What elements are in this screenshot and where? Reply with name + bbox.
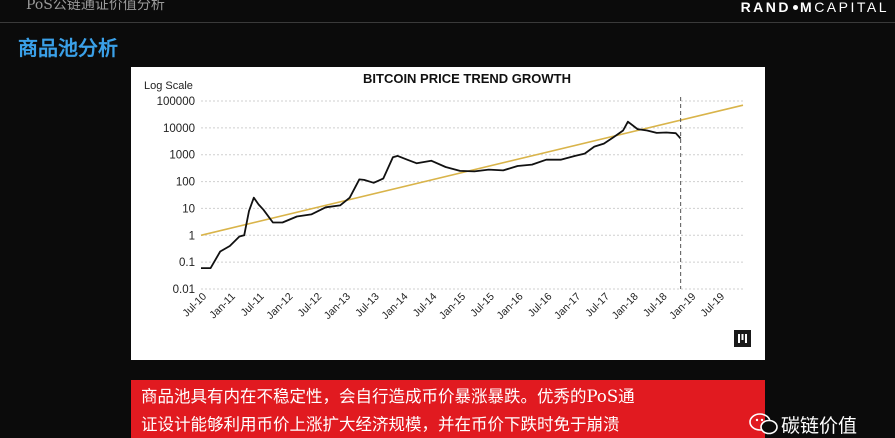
x-tick-label: Jul-14 bbox=[411, 291, 440, 320]
top-bar: PoS公链通证价值分析 RAND MCAPITAL bbox=[0, 0, 895, 22]
x-tick-label: Jul-11 bbox=[239, 291, 267, 319]
chart-logo-icon bbox=[734, 330, 751, 347]
x-tick-label: Jul-12 bbox=[296, 291, 325, 320]
chart-title: BITCOIN PRICE TREND GROWTH bbox=[363, 71, 571, 86]
x-tick-label: Jul-19 bbox=[698, 291, 727, 320]
watermark-text: 碳链价值 bbox=[781, 415, 858, 437]
x-tick-label: Jan-11 bbox=[207, 291, 238, 322]
caption-box: 商品池具有内在不稳定性，会自行造成币价暴涨暴跌。优秀的PoS通 证设计能够利用币… bbox=[131, 380, 765, 438]
x-tick-label: Jan-17 bbox=[552, 291, 583, 322]
x-tick-label: Jan-19 bbox=[667, 291, 698, 322]
document-title: PoS公链通证价值分析 bbox=[26, 0, 165, 13]
x-tick-label: Jul-15 bbox=[468, 291, 497, 320]
x-tick-label: Jan-14 bbox=[379, 291, 410, 322]
chart-y-axis-label: Log Scale bbox=[144, 80, 193, 92]
y-tick-label: 1000 bbox=[169, 150, 195, 162]
section-title: 商品池分析 bbox=[18, 36, 118, 60]
brand-text-rand: RAND bbox=[740, 0, 792, 15]
trend-line bbox=[200, 104, 744, 237]
x-tick-label: Jan-12 bbox=[264, 291, 295, 322]
chart-card: 100000 10000 1000 100 10 1 0.1 0.01 Jul-10 Jan-1… bbox=[131, 67, 765, 360]
brand-text-m: M bbox=[800, 0, 815, 15]
y-tick-label: 1 bbox=[189, 230, 195, 242]
y-tick-label: 0.1 bbox=[179, 257, 195, 269]
x-tick-label: Jan-15 bbox=[437, 291, 468, 322]
brand-logo: RAND MCAPITAL bbox=[741, 0, 889, 15]
brand-text-capital: CAPITAL bbox=[814, 0, 889, 15]
header-divider bbox=[0, 22, 895, 23]
x-tick-label: Jul-18 bbox=[641, 291, 670, 320]
y-tick-label: 10 bbox=[182, 203, 195, 215]
wechat-icon bbox=[749, 413, 778, 435]
caption-line-2: 证设计能够利用币价上涨扩大经济规模，并在币价下跌时免于崩溃 bbox=[141, 415, 620, 434]
y-tick-label: 0.01 bbox=[173, 284, 195, 296]
x-tick-label: Jan-13 bbox=[322, 291, 353, 322]
y-tick-label: 100000 bbox=[157, 96, 195, 108]
price-series-line bbox=[201, 120, 682, 270]
x-tick-label: Jan-18 bbox=[610, 291, 641, 322]
x-tick-label: Jan-16 bbox=[494, 291, 525, 322]
x-tick-label: Jul-13 bbox=[353, 291, 382, 320]
caption-line-1: 商品池具有内在不稳定性，会自行造成币价暴涨暴跌。优秀的PoS通 bbox=[141, 387, 635, 406]
y-tick-label: 100 bbox=[176, 177, 195, 189]
watermark: 碳链价值 bbox=[745, 410, 895, 438]
y-tick-label: 10000 bbox=[163, 123, 195, 135]
x-tick-label: Jul-17 bbox=[583, 291, 612, 320]
brand-dot-icon bbox=[793, 4, 799, 10]
x-tick-label: Jul-16 bbox=[526, 291, 555, 320]
